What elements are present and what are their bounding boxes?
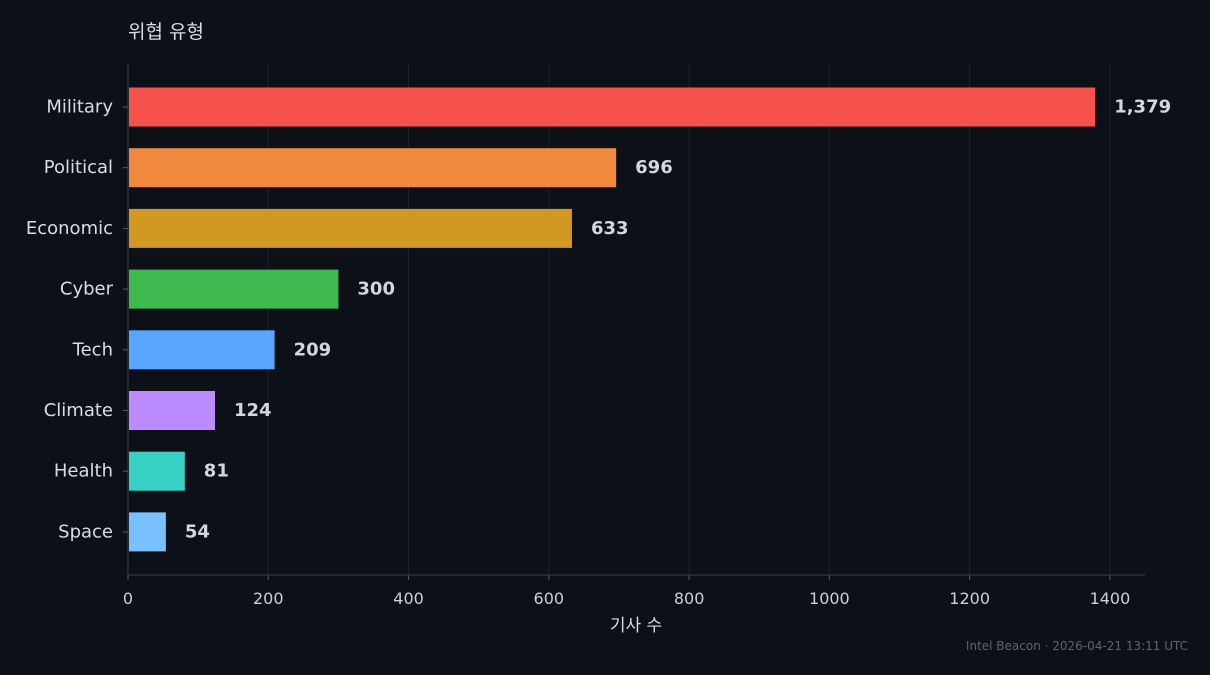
- x-tick-label: 1200: [949, 589, 990, 608]
- value-label: 300: [357, 279, 395, 300]
- x-tick-label: 400: [393, 589, 424, 608]
- category-label: Health: [54, 461, 113, 482]
- bar-tech: [129, 330, 275, 370]
- category-label: Military: [46, 97, 113, 118]
- axes: 0 200 400 600 800 1000 1200 1400 Military Politic…: [26, 64, 1145, 608]
- x-tick-label: 1400: [1090, 589, 1131, 608]
- bar-climate: [129, 391, 215, 430]
- chart-title: 위협 유형: [128, 21, 204, 43]
- category-label: Space: [58, 521, 113, 542]
- value-label: 696: [635, 157, 673, 178]
- bar-military: [129, 87, 1096, 127]
- x-axis-label: 기사 수: [610, 616, 662, 636]
- x-tick-label: 200: [253, 589, 284, 608]
- x-tick-label: 1000: [809, 589, 850, 608]
- value-label: 81: [204, 461, 229, 482]
- bar-cyber: [129, 269, 339, 309]
- bar-space: [129, 512, 166, 552]
- grid-lines: [267, 64, 1111, 575]
- bar-political: [129, 148, 617, 188]
- footer-timestamp: Intel Beacon · 2026-04-21 13:11 UTC: [966, 639, 1188, 653]
- x-tick-label: 600: [534, 589, 565, 608]
- x-tick-label: 0: [123, 589, 133, 608]
- value-label: 1,379: [1114, 97, 1171, 118]
- bar-economic: [129, 208, 572, 248]
- category-label: Climate: [44, 400, 113, 421]
- bar-health: [129, 451, 185, 491]
- category-label: Cyber: [60, 279, 114, 300]
- x-tick-label: 800: [674, 589, 705, 608]
- category-label: Political: [44, 157, 113, 178]
- value-label: 209: [294, 339, 332, 360]
- bars: 1,379 696 633 300 209 124 81 54: [129, 87, 1171, 552]
- value-label: 124: [234, 400, 272, 421]
- value-label: 54: [185, 521, 210, 542]
- value-label: 633: [591, 218, 629, 239]
- category-label: Economic: [26, 218, 113, 239]
- category-label: Tech: [72, 339, 113, 360]
